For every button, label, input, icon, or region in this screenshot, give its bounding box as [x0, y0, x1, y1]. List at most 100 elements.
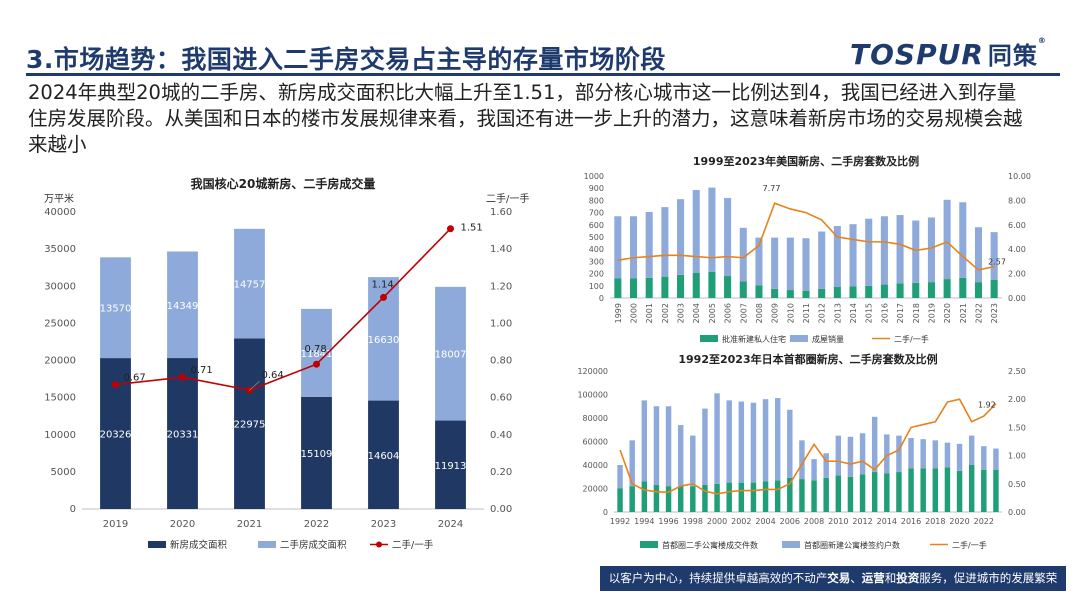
chart3-y-tick-label: 20000 [583, 485, 608, 494]
chart2-y-tick-label: 600 [589, 221, 604, 230]
chart1-ratio-label: 0.78 [305, 344, 327, 355]
chart3-bar-series2 [823, 453, 829, 478]
chart1-data-label-new: 11913 [435, 461, 467, 472]
chart2-x-tick-label: 2014 [849, 303, 858, 323]
chart3-bar-series1 [920, 468, 926, 512]
chart1-legend-label-3: 二手/一手 [392, 539, 434, 551]
company-logo: TOSPUR 同策® [850, 36, 1047, 71]
chart2-bar-series2 [943, 199, 951, 280]
chart1-ratio-point [313, 360, 320, 368]
chart1-y-axis-label: 万平米 [44, 192, 74, 205]
chart2-bar-series1 [896, 283, 904, 298]
chart3-bar-series1 [665, 486, 672, 512]
chart2-bar-series1 [959, 277, 967, 298]
chart3-legend-swatch-2 [782, 541, 800, 548]
chart3-bar-series1 [968, 465, 975, 512]
footer-text-1: 以客户为中心，持续提供卓越高效的不动产 [608, 571, 828, 585]
chart1-y-tick-label: 10000 [44, 430, 76, 441]
chart2-x-tick-label: 2008 [755, 303, 764, 323]
chart3-bar-series2 [932, 440, 939, 469]
chart2-bar-series2 [849, 224, 857, 287]
chart2-bar-series2 [645, 211, 653, 278]
chart1-y-tick-label: 5000 [51, 467, 76, 478]
chart3-bar-series2 [677, 425, 684, 487]
chart2-x-tick-label: 2012 [818, 303, 827, 323]
chart1-x-tick-label: 2023 [371, 519, 396, 530]
chart3-bar-series2 [799, 440, 805, 480]
chart1-y-tick-label: 0 [70, 504, 76, 515]
chart3-y2-tick-label: 0.50 [1008, 480, 1026, 489]
chart2-bar-series1 [629, 278, 638, 298]
chart3-bar-series1 [884, 473, 890, 512]
chart2-y2-tick-label: 2.00 [1008, 270, 1026, 279]
chart1-ratio-point [447, 225, 454, 233]
logo-cn: 同策 [987, 42, 1038, 70]
chart2-x-tick-label: 2019 [927, 303, 936, 323]
chart3-bar-series2 [690, 435, 696, 487]
chart1-ratio-point [380, 293, 387, 301]
chart2-x-tick-label: 1999 [614, 303, 623, 323]
chart3-bar-series2 [847, 436, 854, 477]
chart3-bar-series1 [823, 477, 829, 512]
chart1-y2-axis-label: 二手/一手 [486, 192, 529, 205]
chart2-bar-series2 [708, 187, 716, 272]
footer-bold-trade: 交易 [827, 571, 851, 585]
chart3-x-tick-label: 1998 [683, 517, 703, 526]
chart3-x-tick-label: 2020 [949, 517, 969, 526]
chart2-y-tick-label: 200 [589, 270, 604, 279]
chart2-y-tick-label: 1000 [584, 172, 604, 181]
chart3-x-tick-label: 2014 [877, 517, 897, 526]
chart1-y2-tick-label: 1.40 [490, 244, 512, 255]
chart2-bar-series2 [629, 216, 638, 279]
chart2-x-tick-label: 2007 [739, 303, 748, 323]
chart2-bar-series2 [661, 207, 669, 277]
chart1-y2-tick-label: 1.00 [490, 318, 512, 329]
chart3-x-tick-label: 2000 [707, 517, 727, 526]
page-title: 3.市场趋势：我国进入二手房交易占主导的存量市场阶段 [26, 45, 666, 74]
chart2-bar-series1 [739, 281, 747, 298]
chart2-bar-series1 [818, 288, 826, 298]
chart3-legend-swatch-1 [640, 541, 658, 548]
chart2-bar-series1 [943, 279, 951, 298]
chart2-y-tick-label: 800 [589, 196, 604, 205]
chart3-bar-series2 [665, 406, 672, 487]
chart1-bar-new-area [167, 358, 198, 509]
chart3-x-tick-label: 2018 [925, 517, 945, 526]
chart3-bar-series2 [920, 439, 926, 469]
chart2-bar-series1 [849, 286, 857, 298]
footer-banner: 以客户为中心，持续提供卓越高效的不动产交易、运营和投资服务，促进城市的发展繁荣 [600, 566, 1066, 591]
chart2-legend-swatch-2 [790, 335, 808, 342]
chart3-bar-series1 [774, 480, 781, 512]
chart3-bar-series1 [726, 482, 732, 512]
chart2-bar-series1 [802, 290, 810, 298]
chart3-bar-series1 [859, 474, 866, 512]
chart3-x-tick-label: 2004 [755, 517, 775, 526]
chart3-bar-series2 [811, 459, 817, 481]
chart3-ratio-line [619, 398, 997, 495]
chart2-bar-series1 [755, 285, 763, 298]
chart3-y-tick-label: 60000 [583, 438, 608, 447]
chart3-bar-series1 [787, 477, 793, 512]
chart2-y2-tick-label: 6.00 [1008, 221, 1026, 230]
chart1-ratio-point [179, 373, 186, 381]
chart1-y-tick-label: 35000 [44, 244, 76, 255]
chart3-x-tick-label: 1996 [658, 517, 678, 526]
chart1-data-label-new: 20331 [167, 430, 199, 441]
chart1-bar-second-hand-area [100, 257, 131, 359]
chart2-bar-series2 [771, 237, 779, 289]
chart3-y-tick-label: 40000 [583, 461, 608, 470]
chart2-y2-tick-label: 4.00 [1008, 245, 1026, 254]
chart2-bar-series2 [990, 232, 998, 280]
chart2-x-tick-label: 2003 [677, 303, 686, 323]
chart2-x-tick-label: 2015 [865, 303, 874, 323]
chart3-bar-series2 [714, 393, 720, 484]
chart2-bar-series1 [708, 271, 716, 298]
chart2-bar-series1 [645, 277, 653, 298]
chart2-x-tick-label: 2002 [661, 303, 670, 323]
chart3-bar-series1 [908, 468, 914, 512]
chart2-bar-series2 [818, 231, 826, 289]
chart3-title: 1992至2023年日本首都圈新房、二手房套数及比例 [678, 352, 937, 366]
chart1-y-tick-label: 30000 [44, 281, 76, 292]
summary-text: 2024年典型20城的二手房、新房成交面积比大幅上升至1.51，部分核心城市这一… [28, 81, 1023, 156]
chart2-legend-swatch-1 [700, 335, 718, 342]
